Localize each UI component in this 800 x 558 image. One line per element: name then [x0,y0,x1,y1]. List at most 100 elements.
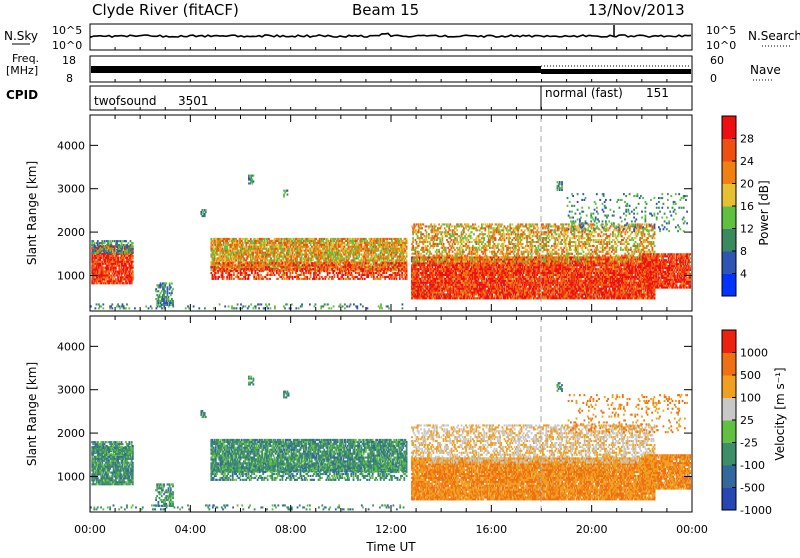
power-cell [277,250,279,252]
power-cell [170,300,172,302]
power-cell [129,250,131,252]
nsky-tick-bottom: 10^0 [52,39,82,52]
nsky-strip: N.Sky 10^5 10^0 10^5 10^0 N.Search [4,24,800,52]
power-cell [94,276,96,278]
power-cell [110,278,112,280]
power-cell [247,307,249,309]
power-cell [303,238,305,240]
power-cell [252,256,254,258]
station-title: Clyde River (fitACF) [92,1,239,19]
power-cell [110,305,112,307]
power-cell [306,242,308,244]
power-cell [320,242,322,244]
power-cell [330,307,332,309]
power-cell [284,307,286,309]
power-cell [187,305,189,307]
power-cell [330,242,332,244]
power-cell [254,238,256,240]
power-cell [114,250,116,252]
power-cell [134,307,136,309]
power-cell [315,252,317,254]
power-cell [122,280,124,282]
power-cell [119,307,121,309]
power-cell [231,305,233,307]
beam-title: Beam 15 [352,1,419,19]
power-cell [227,257,229,259]
power-cell [124,278,126,280]
power-cell [132,267,134,269]
power-cell [102,303,104,305]
power-cell [104,252,106,254]
power-cell [221,256,223,258]
power-cell [228,305,230,307]
power-cell [165,282,167,284]
power-cell [100,282,102,284]
power-cell [378,305,380,307]
power-cell [98,246,100,248]
plot-canvas: Clyde River (fitACF) Beam 15 13/Nov/2013… [0,0,800,554]
power-cell [288,248,290,250]
power-cell [329,269,331,271]
power-cell [113,255,115,257]
power-cell [264,238,266,240]
power-cell [222,248,224,250]
power-cell [91,259,93,261]
power-cell [222,257,224,259]
power-cell [103,272,105,274]
power-cell [301,257,303,259]
power-cell [188,307,190,309]
power-cell [323,244,325,246]
power-cell [238,259,240,261]
power-cell [274,305,276,307]
power-cell [95,259,97,261]
power-cell [342,305,344,307]
power-cell [335,256,337,258]
power-cell [237,303,239,305]
power-cell [158,302,160,304]
power-cell [170,304,172,306]
power-cell [150,305,152,307]
power-cell [118,248,120,250]
power-cell [275,250,277,252]
power-cell [260,246,262,248]
power-cell [92,252,94,254]
power-cell [367,307,369,309]
power-cell [126,269,128,271]
power-cell [125,240,127,242]
power-cell [159,294,161,296]
power-cell [164,284,166,286]
power-cell [275,242,277,244]
power-cell [97,252,99,254]
power-cell [244,240,246,242]
power-cell [125,255,127,257]
power-cell [198,307,200,309]
power-cell [312,257,314,259]
power-cell [250,238,252,240]
power-cell [169,292,171,294]
power-cell [286,259,288,261]
power-cell [167,288,169,290]
power-cell [227,242,229,244]
power-cell [287,246,289,248]
power-cell [283,257,285,259]
power-cell [129,263,131,265]
power-cell [289,252,291,254]
power-cell [216,252,218,254]
power-cell [95,307,97,309]
freq-strip: Freq. [MHz] 18 8 60 0 Nave [6,52,781,85]
power-cell [115,278,117,280]
power-cell [107,242,109,244]
power-cell [292,248,294,250]
power-cell [102,307,104,309]
power-cell [247,257,249,259]
power-cell [310,248,312,250]
power-cell [121,274,123,276]
power-cell [326,259,328,261]
power-cell [132,248,134,250]
power-cell [241,257,243,259]
power-cell [106,278,108,280]
nave-tick-top: 60 [710,54,724,67]
power-cell [125,307,127,309]
power-cell [132,261,134,263]
power-cell [287,257,289,259]
